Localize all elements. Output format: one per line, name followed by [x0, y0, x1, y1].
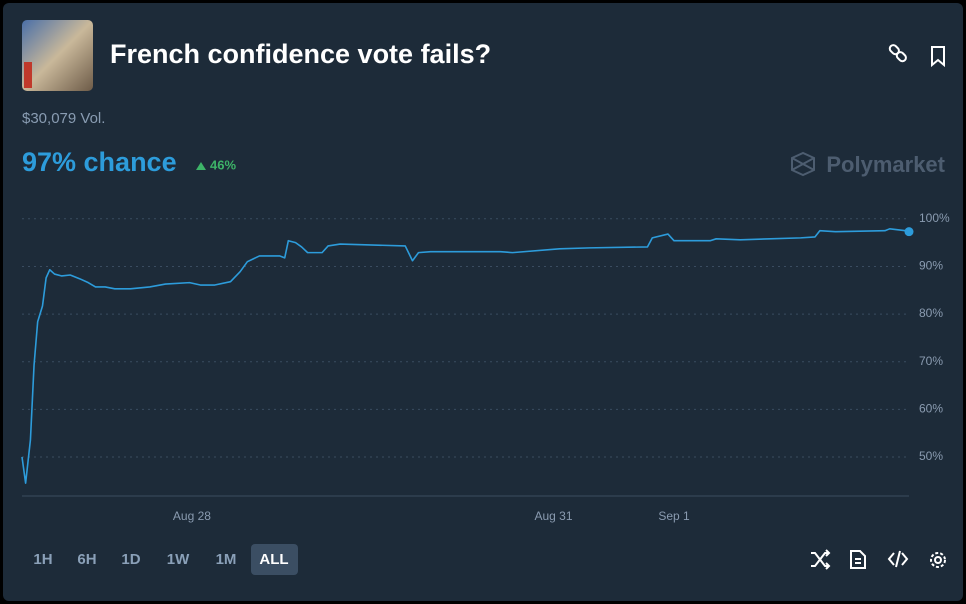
- change: 46%: [210, 157, 236, 172]
- bookmark-icon[interactable]: [931, 46, 945, 68]
- range-button[interactable]: ALL: [259, 551, 288, 568]
- title: French confidence vote fails?: [110, 39, 491, 69]
- range-button[interactable]: 1M: [216, 551, 237, 568]
- range-button[interactable]: 1H: [33, 551, 52, 568]
- x-tick-label: Aug 28: [173, 509, 211, 523]
- y-tick-label: 70%: [919, 354, 943, 368]
- brand: Polymarket: [826, 152, 945, 177]
- toolbar: [811, 549, 946, 570]
- range-button-active[interactable]: [251, 544, 298, 575]
- y-tick-label: 50%: [919, 449, 943, 463]
- doc-icon[interactable]: [850, 550, 866, 569]
- shuffle-icon[interactable]: [811, 549, 831, 570]
- card: [3, 3, 963, 601]
- range-controls: 1H 6H 1D 1W 1M ALL: [33, 544, 298, 575]
- range-button[interactable]: 1D: [121, 551, 140, 568]
- price-line: [21, 228, 910, 484]
- x-tick-label: Aug 31: [534, 509, 572, 523]
- x-tick-label: Sep 1: [658, 509, 690, 523]
- chance: 97% chance: [22, 147, 177, 177]
- flag-detail: [24, 62, 32, 88]
- y-tick-label: 100%: [919, 211, 950, 225]
- end-dot: [904, 227, 914, 237]
- volume: $30,079 Vol.: [22, 110, 105, 127]
- chart: 50% 60% 70% 80% 90% 100% Aug 28 Aug 31 Sep 1: [21, 211, 950, 523]
- settings-icon[interactable]: [934, 556, 942, 564]
- range-button[interactable]: 6H: [77, 551, 96, 568]
- brand-logo: [791, 151, 815, 177]
- embed-icon[interactable]: [887, 550, 909, 568]
- y-tick-label: 60%: [919, 401, 943, 415]
- y-tick-label: 90%: [919, 259, 943, 273]
- range-button[interactable]: 1W: [167, 551, 190, 568]
- link-icon[interactable]: [888, 44, 907, 63]
- settings-ring[interactable]: [930, 552, 946, 568]
- y-tick-label: 80%: [919, 306, 943, 320]
- market-image: [22, 20, 93, 91]
- up-arrow: [196, 162, 206, 170]
